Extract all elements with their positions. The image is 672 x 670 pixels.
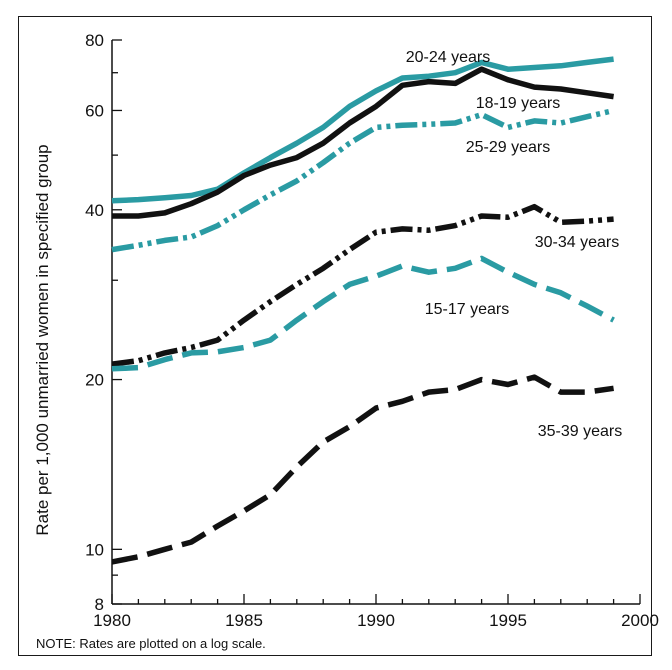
axes: 8 10 20 40 60 80 1980 1985 1990 1995 2000	[85, 31, 659, 630]
series-label: 15-17 years	[425, 301, 510, 318]
y-tick-label: 80	[85, 31, 104, 50]
series-line-15-17-years	[111, 255, 615, 372]
y-tick-label: 10	[85, 540, 104, 559]
series-line-18-19-years	[112, 66, 614, 219]
y-tick-label: 8	[95, 595, 104, 614]
series-labels: 20-24 years 18-19 years 25-29 years 30-34 y…	[406, 49, 623, 440]
series-label: 25-29 years	[466, 139, 551, 156]
chart-note: NOTE: Rates are plotted on a log scale.	[36, 636, 266, 651]
x-tick-label: 1985	[225, 611, 263, 630]
y-tick-label: 60	[85, 101, 104, 120]
x-tick-label: 1980	[93, 611, 131, 630]
x-tick-label: 2000	[621, 611, 659, 630]
series-line-35-39-years	[111, 374, 614, 565]
series-line-30-34-years	[111, 203, 614, 367]
series-label: 30-34 years	[535, 234, 620, 251]
series-line-20-24-years	[111, 56, 614, 204]
y-tick-label: 40	[85, 201, 104, 220]
series-label: 35-39 years	[538, 423, 623, 440]
y-axis-title: Rate per 1,000 unmarried women in specif…	[33, 144, 52, 535]
series-label: 18-19 years	[476, 95, 561, 112]
x-tick-label: 1995	[489, 611, 527, 630]
x-tick-label: 1990	[357, 611, 395, 630]
y-tick-label: 20	[85, 371, 104, 390]
series-line-25-29-years	[111, 107, 615, 253]
series-lines	[111, 56, 615, 565]
series-label: 20-24 years	[406, 49, 491, 66]
